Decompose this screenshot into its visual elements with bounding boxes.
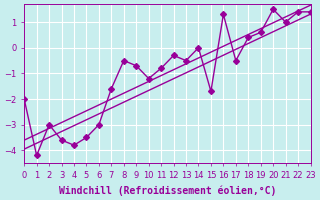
X-axis label: Windchill (Refroidissement éolien,°C): Windchill (Refroidissement éolien,°C) [59,185,276,196]
